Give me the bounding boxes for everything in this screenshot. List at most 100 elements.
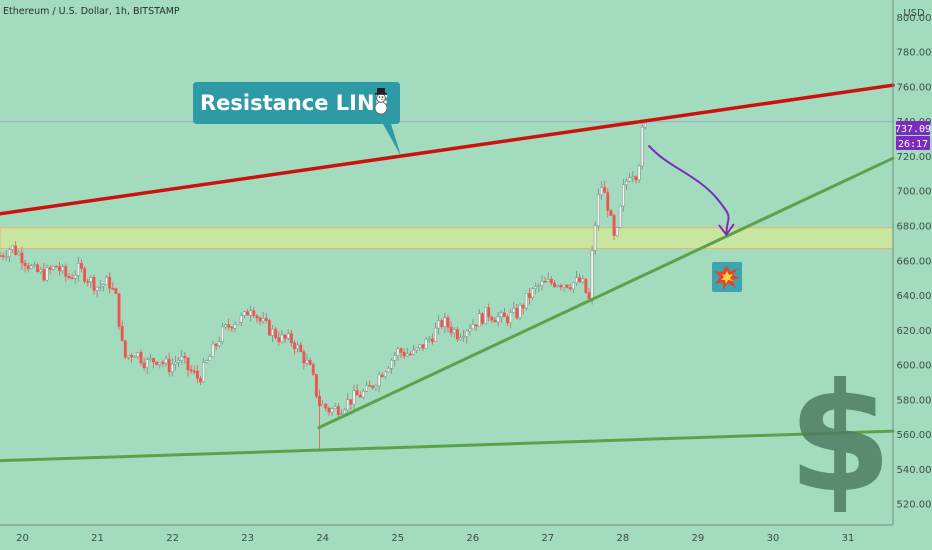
candle-body (524, 293, 528, 309)
candle-body (142, 362, 146, 369)
candle-body (434, 327, 437, 342)
candle-body (26, 265, 30, 269)
price-tick-label: 720.00 (897, 152, 932, 163)
candle-body (233, 324, 237, 329)
last-price-tag: 737.09 (895, 121, 931, 135)
candle-body (531, 288, 534, 298)
candle-body (405, 353, 409, 357)
countdown-tag: 26:17 (896, 136, 930, 150)
candle-body (277, 337, 281, 342)
candle-body (192, 370, 196, 373)
time-axis[interactable]: 20 21 22 23 24 25 26 27 28 29 30 31 (0, 524, 893, 544)
currency-label: USD (903, 8, 925, 19)
candle-body (108, 276, 112, 289)
candle-body (446, 317, 450, 328)
candle-body (242, 311, 246, 316)
candle-body (606, 192, 610, 211)
candle-body (293, 342, 296, 350)
date-tick-label: 25 (391, 533, 404, 544)
candle-body (640, 126, 644, 167)
price-tick-label: 660.00 (897, 256, 932, 267)
candle-body (246, 311, 249, 316)
price-tick-label: 780.00 (897, 48, 932, 59)
callout-bubble (193, 82, 401, 156)
candle-body (546, 279, 550, 282)
candle-body (7, 249, 11, 257)
candle-body (556, 285, 560, 287)
candle-body (11, 245, 14, 250)
candle-body (258, 317, 262, 322)
candle-body (430, 338, 434, 342)
candle-body (0, 255, 2, 257)
candle-body (155, 361, 159, 365)
candle-body (634, 176, 638, 181)
candle-body (76, 263, 80, 276)
candle-body (199, 378, 202, 383)
candle-body (477, 313, 481, 327)
candle-body (603, 187, 607, 193)
price-tick-label: 520.00 (897, 500, 932, 511)
candle-body (559, 285, 563, 288)
date-tick-label: 20 (16, 533, 29, 544)
support-line (317, 156, 895, 430)
candle-body (493, 319, 497, 323)
candle-body (36, 264, 40, 272)
candle-body (581, 278, 585, 283)
date-tick-label: 26 (466, 533, 479, 544)
candle-body (374, 385, 378, 388)
candle-body (152, 358, 155, 363)
price-tick-label: 680.00 (897, 221, 932, 232)
candle-body (249, 310, 253, 316)
date-tick-label: 21 (91, 533, 104, 544)
candle-body (600, 187, 603, 196)
candle-body (443, 317, 447, 327)
candle-body (490, 316, 494, 321)
date-tick-label: 28 (616, 533, 629, 544)
candle-body (29, 265, 33, 269)
candle-body (111, 288, 115, 290)
resistance-line (0, 83, 895, 216)
candle-body (58, 266, 61, 271)
candle-body (631, 176, 635, 179)
candle-body (509, 312, 513, 324)
candle-body (54, 265, 58, 268)
candle-body (80, 263, 83, 269)
candle-body (549, 279, 553, 284)
candle-body (83, 268, 87, 282)
candle-body (465, 330, 469, 337)
candle-body (399, 348, 403, 353)
candle-body (39, 269, 43, 272)
date-tick-label: 22 (166, 533, 179, 544)
candle-body (274, 328, 278, 338)
support-zone (0, 227, 894, 250)
candle-body (575, 277, 578, 284)
candle-body (148, 358, 152, 360)
candle-body (139, 352, 143, 364)
candle-body (358, 394, 362, 398)
candle-body (311, 364, 315, 375)
candle-body (515, 308, 519, 319)
candle-body (380, 374, 384, 377)
candle-body (17, 252, 21, 255)
candle-body (45, 267, 49, 281)
candle-body (568, 287, 572, 290)
candle-body (217, 341, 221, 347)
candle-body (23, 262, 27, 266)
candle-body (208, 356, 212, 361)
candle-body (462, 336, 466, 338)
candle-body (622, 184, 625, 207)
candle-body (302, 351, 306, 364)
time-axis-ticks: 20 21 22 23 24 25 26 27 28 29 30 31 (16, 533, 854, 544)
candle-body (321, 403, 325, 407)
price-tick-label: 760.00 (897, 82, 932, 93)
candle-body (468, 328, 472, 332)
projection-arrowhead (718, 223, 735, 237)
candle-body (86, 281, 90, 283)
candle-body (189, 369, 193, 372)
candle-body (336, 406, 340, 415)
price-tick-label: 620.00 (897, 326, 932, 337)
candle-body (170, 363, 174, 373)
candle-body (227, 324, 231, 328)
candle-body (361, 391, 365, 398)
